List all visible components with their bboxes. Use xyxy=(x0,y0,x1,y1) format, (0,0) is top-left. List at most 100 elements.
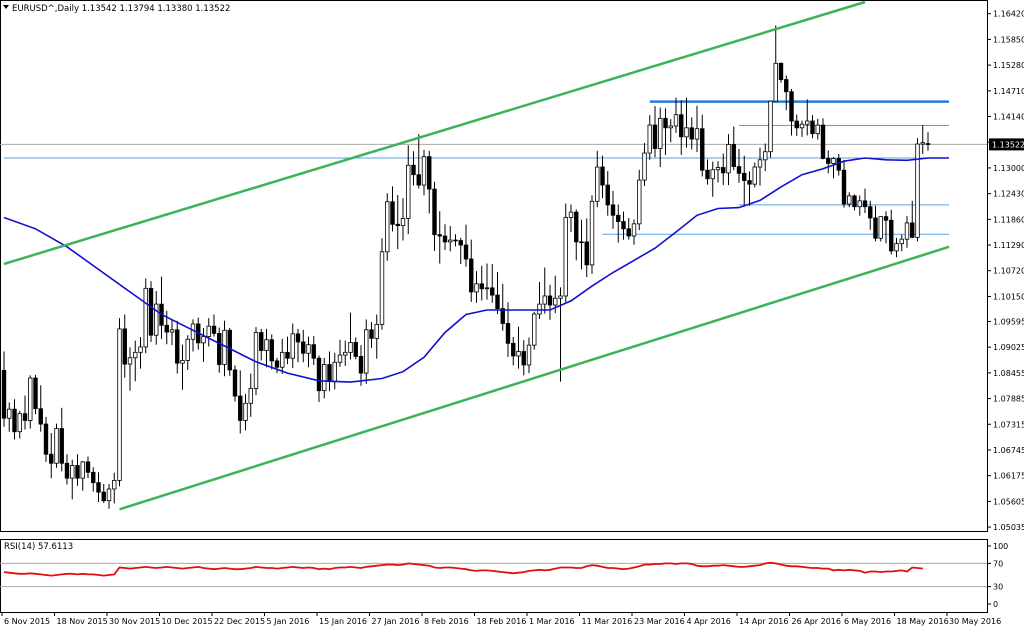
candle-body xyxy=(96,482,101,493)
candle-164 xyxy=(862,188,868,214)
candle-68 xyxy=(358,345,364,386)
candle-body xyxy=(621,221,626,230)
candle-body xyxy=(164,324,169,333)
price-tick-label: 1.06745 xyxy=(993,446,1024,455)
price-tick-label: 1.05035 xyxy=(993,523,1024,532)
price-tick-label: 1.12430 xyxy=(993,190,1024,199)
candle-151 xyxy=(794,114,799,136)
price-tick-label: 1.07315 xyxy=(993,420,1024,429)
candle-body xyxy=(311,344,316,359)
candle-118 xyxy=(621,211,626,240)
channel-lower-line xyxy=(119,245,950,511)
candle-128 xyxy=(673,97,679,133)
candle-body xyxy=(894,243,899,252)
candle-body xyxy=(868,206,873,219)
candle-75 xyxy=(395,194,400,250)
candle-20 xyxy=(106,484,112,509)
candle-body xyxy=(400,218,406,227)
candle-152 xyxy=(799,120,805,137)
candle-body xyxy=(59,428,64,464)
candle-body xyxy=(742,172,747,181)
date-tick-label: 26 Apr 2016 xyxy=(792,617,841,626)
candle-29 xyxy=(154,291,159,345)
candle-body xyxy=(453,239,458,242)
candle-2 xyxy=(12,399,17,440)
candle-body xyxy=(841,169,847,205)
candle-body xyxy=(479,283,484,290)
candle-body xyxy=(217,333,222,365)
candle-body xyxy=(815,124,820,135)
candle-64 xyxy=(337,339,343,367)
candle-body xyxy=(600,166,605,186)
candle-body xyxy=(715,167,721,171)
price-tick-label: 1.13000 xyxy=(993,164,1024,173)
collapse-triangle-icon[interactable] xyxy=(3,5,9,9)
candle-14 xyxy=(75,454,80,486)
candle-body xyxy=(731,144,736,167)
candle-56 xyxy=(295,328,301,363)
candle-body xyxy=(180,360,185,364)
candle-168 xyxy=(883,211,889,244)
candle-body xyxy=(148,287,154,336)
candle-110 xyxy=(579,219,584,270)
candle-body xyxy=(831,158,836,164)
candle-body xyxy=(427,156,432,190)
candle-53 xyxy=(280,338,285,374)
rsi-axis: 100 70 30 0 xyxy=(987,542,1008,609)
candle-119 xyxy=(626,217,631,240)
candle-body xyxy=(505,323,511,344)
candle-body xyxy=(274,360,280,368)
candle-58 xyxy=(306,336,311,368)
candle-body xyxy=(411,164,416,176)
price-tick-label: 1.16420 xyxy=(993,10,1024,19)
candle-100 xyxy=(526,337,532,374)
candle-body xyxy=(694,128,700,140)
candle-body xyxy=(343,351,348,356)
candle-body xyxy=(264,339,269,351)
candle-55 xyxy=(290,323,295,369)
date-tick-label: 10 Dec 2015 xyxy=(162,617,213,626)
candle-body xyxy=(49,453,54,464)
price-axis: 1.16420 1.15850 1.15280 1.14710 1.14140 1.135… xyxy=(987,10,1024,532)
candle-90 xyxy=(474,271,479,303)
candle-body xyxy=(185,338,190,361)
candle-body xyxy=(915,143,920,238)
candle-body xyxy=(757,159,763,168)
candle-46 xyxy=(243,393,248,431)
date-tick-label: 15 Jan 2016 xyxy=(319,617,367,626)
candle-99 xyxy=(521,340,526,376)
channel-upper-line xyxy=(3,0,866,266)
candle-body xyxy=(705,169,710,180)
candle-body xyxy=(390,201,395,225)
price-tick-label: 1.11860 xyxy=(993,215,1024,224)
candle-body xyxy=(563,217,568,297)
candle-116 xyxy=(610,190,616,229)
candle-138 xyxy=(726,134,731,186)
candle-54 xyxy=(285,336,290,365)
candle-6 xyxy=(33,374,38,415)
candle-body xyxy=(474,283,479,293)
date-tick-label: 18 Nov 2015 xyxy=(57,617,108,626)
candle-5 xyxy=(28,375,33,429)
candle-body xyxy=(101,491,106,502)
candle-body xyxy=(80,461,85,479)
candle-body xyxy=(637,179,642,225)
date-tick-label: 6 Nov 2015 xyxy=(4,617,50,626)
candle-body xyxy=(889,219,894,252)
candle-97 xyxy=(511,337,516,366)
date-tick-label: 11 Mar 2016 xyxy=(582,617,633,626)
candle-94 xyxy=(495,272,500,315)
candle-body xyxy=(574,211,579,243)
candle-body xyxy=(7,408,12,419)
rsi-levels xyxy=(0,562,987,588)
candle-body xyxy=(138,346,143,353)
candle-146 xyxy=(768,100,773,158)
candle-101 xyxy=(532,311,537,350)
candle-body xyxy=(700,128,705,171)
candle-body xyxy=(589,200,595,266)
candle-body xyxy=(532,313,537,346)
current-price-box xyxy=(989,138,1024,151)
candle-body xyxy=(353,342,358,357)
candle-body xyxy=(558,295,563,299)
